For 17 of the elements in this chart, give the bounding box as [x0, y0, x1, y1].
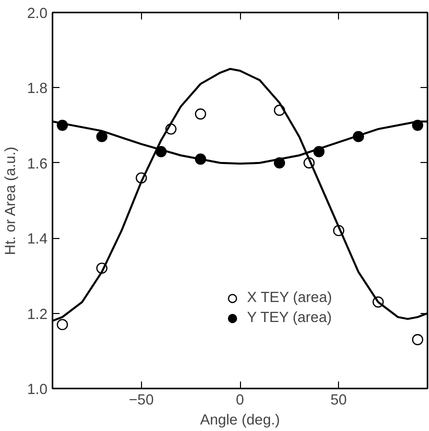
y-axis-title: Ht. or Area (a.u.)	[3, 146, 20, 256]
point	[56, 318, 68, 330]
x-tick-label: 50	[330, 392, 347, 408]
x-tick-label: 0	[236, 392, 244, 408]
y-tick-label: 2.0	[27, 6, 48, 22]
x-axis-title: Angle (deg.)	[200, 412, 280, 428]
point	[412, 334, 424, 346]
x-tick-label: −50	[128, 392, 154, 408]
legend-label: Y TEY (area)	[247, 310, 332, 326]
y-tick-label: 1.6	[27, 156, 48, 172]
y-tick-label: 1.8	[27, 81, 48, 98]
point	[194, 108, 206, 120]
legend-label: X TEY (area)	[247, 290, 332, 306]
y-tick-label: 1.0	[27, 382, 48, 398]
y-tick-label: 1.2	[27, 306, 48, 323]
y-tick-label: 1.4	[27, 232, 48, 248]
point	[96, 130, 108, 142]
